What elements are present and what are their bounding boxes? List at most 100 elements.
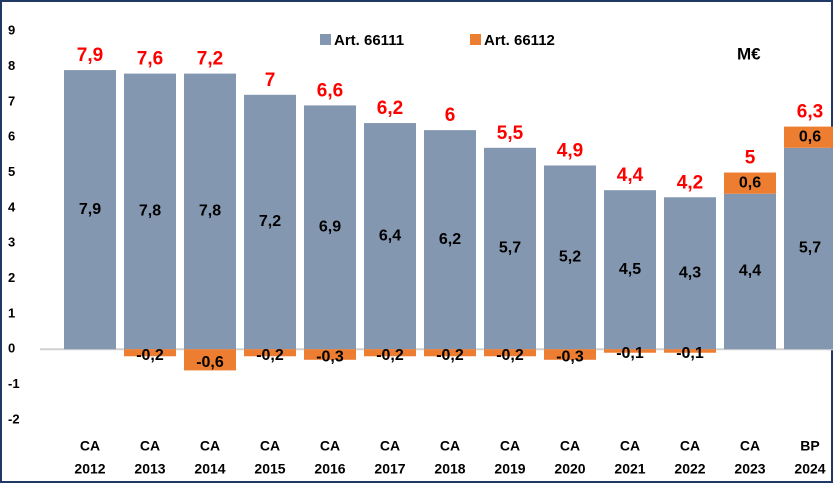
y-tick-label: 9	[8, 23, 15, 38]
x-tick-label: CA	[80, 438, 100, 454]
value-label: 5,7	[799, 240, 821, 257]
value-label: 4,4	[739, 263, 761, 280]
x-tick-label: CA	[140, 438, 160, 454]
bar-segment	[244, 94, 296, 350]
bar-segment	[784, 126, 833, 148]
x-tick-label: BP	[800, 438, 819, 454]
value-label: 5,7	[499, 240, 521, 257]
bar-segment	[184, 349, 236, 371]
total-label: 7,6	[137, 49, 163, 70]
total-label: 5,5	[497, 123, 524, 144]
bar-segment	[244, 349, 296, 357]
bar-segment	[664, 349, 716, 353]
value-label: 7,8	[199, 203, 221, 220]
bar-segment	[604, 349, 656, 353]
total-label: 5	[745, 148, 756, 169]
legend-swatch	[320, 34, 331, 45]
x-tick-label: CA	[380, 438, 400, 454]
legend-label: Art. 66112	[484, 32, 555, 49]
value-label: 6,2	[439, 231, 461, 248]
value-label: -0,2	[436, 347, 464, 364]
x-tick-label: 2013	[134, 461, 165, 477]
x-tick-label: 2021	[614, 461, 645, 477]
x-tick-label: 2019	[494, 461, 525, 477]
bar-segment	[364, 349, 416, 357]
x-tick-label: 2017	[374, 461, 405, 477]
y-tick-label: 5	[8, 164, 15, 179]
y-tick-label: 2	[8, 270, 15, 285]
value-label: -0,1	[676, 345, 704, 362]
x-tick-label: 2014	[194, 461, 225, 477]
bar-segment	[424, 349, 476, 357]
total-label: 7,9	[77, 45, 103, 66]
y-tick-label: 4	[8, 199, 16, 214]
bar-segment	[304, 349, 356, 360]
y-tick-label: 3	[8, 235, 15, 250]
x-tick-label: 2022	[674, 461, 705, 477]
value-label: -0,6	[196, 354, 224, 371]
value-label: 7,9	[79, 201, 101, 218]
value-label: 5,2	[559, 249, 581, 266]
total-label: 6,6	[317, 80, 343, 101]
total-label: 6,3	[797, 102, 823, 123]
value-label: -0,3	[556, 349, 584, 366]
total-label: 7	[265, 70, 276, 91]
value-label: -0,2	[496, 347, 524, 364]
legend-swatch	[470, 34, 481, 45]
x-tick-label: 2018	[434, 461, 465, 477]
total-label: 4,2	[677, 172, 703, 193]
bar-segment	[64, 70, 116, 350]
y-tick-label: 8	[8, 58, 15, 73]
bar-segment	[484, 349, 536, 357]
x-tick-label: 2012	[74, 461, 105, 477]
bar-segment	[364, 123, 416, 350]
value-label: 4,3	[679, 264, 701, 281]
x-tick-label: CA	[200, 438, 220, 454]
value-label: -0,2	[136, 347, 164, 364]
x-tick-label: CA	[440, 438, 460, 454]
value-label: 4,5	[619, 261, 641, 278]
bar-segment	[784, 147, 833, 350]
y-tick-label: -2	[8, 411, 20, 426]
bar-segment	[724, 172, 776, 194]
y-tick-label: 6	[8, 129, 15, 144]
x-tick-label: 2023	[734, 461, 765, 477]
value-label: 6,9	[319, 219, 341, 236]
total-label: 6,2	[377, 98, 403, 119]
total-label: 7,2	[197, 49, 223, 70]
bar-segment	[604, 190, 656, 350]
x-tick-label: CA	[740, 438, 760, 454]
value-label: 0,6	[739, 174, 761, 191]
x-tick-label: CA	[500, 438, 520, 454]
value-label: -0,1	[616, 345, 644, 362]
value-label: 7,8	[139, 203, 161, 220]
x-tick-label: CA	[620, 438, 640, 454]
value-label: -0,3	[316, 349, 344, 366]
value-label: 0,6	[799, 128, 821, 145]
x-tick-label: 2020	[554, 461, 585, 477]
value-label: -0,2	[376, 347, 404, 364]
x-tick-label: 2016	[314, 461, 345, 477]
bar-segment	[544, 349, 596, 360]
value-label: -0,2	[256, 347, 284, 364]
bar-segment	[664, 197, 716, 350]
x-tick-label: CA	[260, 438, 280, 454]
y-tick-label: 7	[8, 93, 15, 108]
total-label: 4,9	[557, 140, 583, 161]
bar-segment	[184, 73, 236, 350]
value-label: 7,2	[259, 213, 281, 230]
total-label: 6	[445, 105, 456, 126]
bar-segment	[124, 349, 176, 357]
x-tick-label: CA	[320, 438, 340, 454]
bar-segment	[424, 130, 476, 350]
value-label: 6,4	[379, 227, 401, 244]
unit-label: M€	[737, 44, 761, 63]
y-tick-label: 1	[8, 305, 15, 320]
x-tick-label: 2015	[254, 461, 285, 477]
bar-segment	[544, 165, 596, 350]
total-label: 4,4	[617, 165, 644, 186]
x-tick-label: CA	[560, 438, 580, 454]
bar-segment	[724, 193, 776, 350]
bar-segment	[304, 105, 356, 350]
